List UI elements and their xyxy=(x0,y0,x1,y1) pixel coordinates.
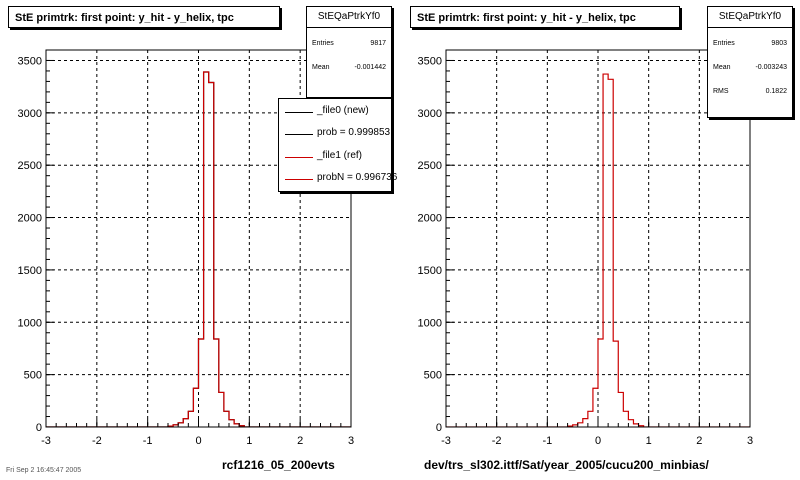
y-tick-label: 3500 xyxy=(418,55,442,67)
stats-row-mean-right: Mean -0.003243 xyxy=(708,60,792,76)
legend-line xyxy=(285,179,313,180)
chart-title-right-text: StE primtrk: first point: y_hit - y_heli… xyxy=(417,12,636,24)
y-tick-label: 3000 xyxy=(418,108,442,120)
stats-value: -0.003243 xyxy=(755,64,787,71)
histogram-plot-left: -3 -2 -1 0 1 2 3 0 500 1000 1500 2000 2500 3000 3500 xyxy=(18,49,354,447)
y-tick-label: 500 xyxy=(24,370,42,382)
x-tick-label: 1 xyxy=(246,435,252,447)
stats-row-entries-left: Entries 9817 xyxy=(307,36,391,52)
stats-value: 9803 xyxy=(771,40,787,47)
y-tick-label: 1000 xyxy=(18,317,42,329)
legend-item: _file0 (new) xyxy=(279,103,391,121)
stats-label: Mean xyxy=(713,64,731,71)
y-tick-label: 2500 xyxy=(418,160,442,172)
x-tick-label: 0 xyxy=(595,435,601,447)
stats-box-left: StEQaPtrkYf0 Entries 9817 Mean -0.001442 xyxy=(306,6,392,98)
legend-label: probN = 0.996736 xyxy=(317,172,398,183)
x-tick-label: -2 xyxy=(92,435,102,447)
y-tick-label: 0 xyxy=(436,422,442,434)
y-tick-label: 3000 xyxy=(18,108,42,120)
date-note: Fri Sep 2 16:45:47 2005 xyxy=(6,467,82,474)
y-tick-label: 1000 xyxy=(418,317,442,329)
legend-label: prob = 0.999853 xyxy=(317,127,391,138)
legend-line xyxy=(285,134,313,135)
legend-item: _file1 (ref) xyxy=(279,148,391,166)
y-tick-label: 3500 xyxy=(18,55,42,67)
chart-title-right: StE primtrk: first point: y_hit - y_heli… xyxy=(410,6,680,28)
legend-item: prob = 0.999853 xyxy=(279,125,391,143)
x-tick-label: 1 xyxy=(646,435,652,447)
stats-label: RMS xyxy=(713,88,729,95)
footer-right: dev/trs_sl302.ittf/Sat/year_2005/cucu200… xyxy=(424,458,709,472)
x-tick-label: -3 xyxy=(441,435,451,447)
stats-box-right: StEQaPtrkYf0 Entries 9803 Mean -0.003243… xyxy=(707,6,793,118)
legend-line xyxy=(285,157,313,158)
stats-name-right: StEQaPtrkYf0 xyxy=(708,7,792,28)
legend-item: probN = 0.996736 xyxy=(279,170,397,188)
y-tick-label: 2000 xyxy=(18,213,42,225)
chart-title-left: StE primtrk: first point: y_hit - y_heli… xyxy=(8,6,280,28)
legend-left: _file0 (new) prob = 0.999853 _file1 (ref… xyxy=(278,98,397,192)
x-tick-label: -1 xyxy=(143,435,153,447)
stats-row-mean-left: Mean -0.001442 xyxy=(307,60,391,76)
x-tick-label: 0 xyxy=(195,435,201,447)
legend-label: _file0 (new) xyxy=(317,105,369,116)
x-tick-label: -1 xyxy=(542,435,552,447)
stats-value: -0.001442 xyxy=(354,64,386,71)
stats-value: 9817 xyxy=(370,40,386,47)
stats-label: Entries xyxy=(312,40,334,47)
footer-left: rcf1216_05_200evts xyxy=(222,458,335,472)
x-tick-label: 2 xyxy=(696,435,702,447)
x-tick-label: -2 xyxy=(492,435,502,447)
x-tick-label: 2 xyxy=(297,435,303,447)
y-tick-label: 500 xyxy=(424,370,442,382)
x-tick-label: 3 xyxy=(348,435,354,447)
stats-label: Entries xyxy=(713,40,735,47)
y-tick-label: 2000 xyxy=(418,213,442,225)
chart-title-left-text: StE primtrk: first point: y_hit - y_heli… xyxy=(15,12,234,24)
x-tick-label: -3 xyxy=(41,435,51,447)
stats-name-left: StEQaPtrkYf0 xyxy=(307,7,391,28)
y-tick-label: 1500 xyxy=(18,265,42,277)
stats-value: 0.1822 xyxy=(765,88,787,95)
y-tick-label: 0 xyxy=(36,422,42,434)
histogram-plot-right: -3 -2 -1 0 1 2 3 0 500 1000 1500 2000 2500 3000 3500 xyxy=(418,49,753,447)
y-tick-label: 1500 xyxy=(418,265,442,277)
stats-label: Mean xyxy=(312,64,330,71)
y-tick-label: 2500 xyxy=(18,160,42,172)
stats-row-entries-right: Entries 9803 xyxy=(708,36,792,52)
x-tick-label: 3 xyxy=(747,435,753,447)
stats-row-rms-right: RMS 0.1822 xyxy=(708,84,792,100)
legend-line xyxy=(285,112,313,113)
legend-label: _file1 (ref) xyxy=(317,150,363,161)
